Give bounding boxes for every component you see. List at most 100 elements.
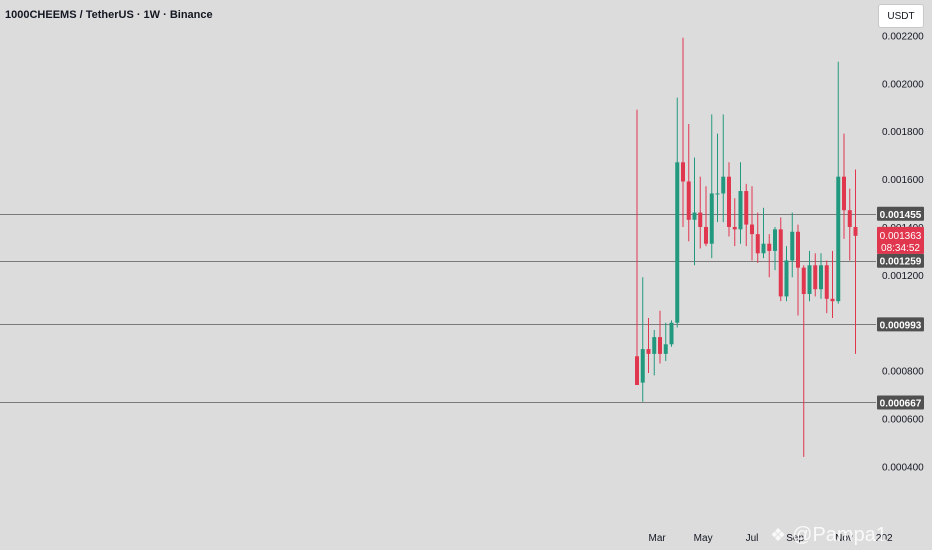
level-badge: 0.001455 bbox=[877, 206, 924, 221]
level-badge-bg bbox=[877, 317, 924, 332]
candle-body bbox=[796, 231, 800, 268]
candle-body bbox=[847, 210, 852, 227]
candle-body bbox=[681, 162, 685, 182]
y-tick-label: 0.002000 bbox=[882, 79, 924, 90]
candle-body bbox=[761, 243, 766, 254]
candle-body bbox=[709, 193, 714, 244]
candle-up bbox=[715, 133, 720, 223]
candle-down bbox=[732, 198, 737, 247]
candle-down bbox=[842, 133, 846, 239]
candle-body bbox=[686, 181, 691, 220]
candle-body bbox=[784, 260, 789, 297]
candle-body bbox=[744, 191, 749, 225]
candle-body bbox=[692, 212, 697, 220]
candle-up bbox=[836, 61, 841, 304]
candle-up bbox=[807, 250, 812, 302]
level-badge-label: 0.001455 bbox=[880, 210, 922, 221]
watermark-logo-icon: ❖ bbox=[770, 525, 787, 545]
candle-body bbox=[732, 226, 737, 230]
y-tick-label: 0.001600 bbox=[882, 175, 924, 186]
current-price-label: 0.001363 bbox=[880, 231, 922, 242]
y-tick-label: 0.000400 bbox=[882, 462, 924, 473]
candle-down bbox=[681, 37, 685, 227]
symbol-title[interactable]: 1000CHEEMS / TetherUS · 1W · Binance bbox=[5, 9, 213, 21]
candle-body bbox=[824, 265, 829, 299]
candle-body bbox=[853, 226, 858, 236]
candle-body bbox=[669, 322, 674, 345]
candle-up bbox=[819, 253, 823, 299]
candle-body bbox=[715, 193, 720, 195]
current-price-bg bbox=[877, 226, 924, 254]
candle-body bbox=[658, 337, 662, 354]
candle-down bbox=[744, 183, 749, 247]
y-tick-label: 0.000600 bbox=[882, 415, 924, 426]
candle-down bbox=[847, 188, 852, 261]
level-badge-bg bbox=[877, 253, 924, 268]
watermark-text: @Pampa1 bbox=[792, 524, 887, 546]
candle-down bbox=[801, 265, 806, 457]
level-badge: 0.000667 bbox=[877, 395, 924, 410]
candle-body bbox=[801, 267, 806, 295]
x-tick-label: Jul bbox=[746, 533, 759, 544]
level-badge-label: 0.000993 bbox=[880, 320, 922, 331]
candle-down bbox=[830, 250, 835, 318]
candle-body bbox=[698, 212, 703, 227]
candle-up bbox=[652, 329, 657, 376]
level-badge-label: 0.000667 bbox=[880, 398, 922, 409]
candle-body bbox=[755, 234, 760, 254]
candle-body bbox=[830, 298, 835, 302]
candle-body bbox=[813, 265, 818, 290]
candle-down bbox=[853, 169, 858, 354]
candle-body bbox=[836, 176, 841, 302]
candle-up bbox=[675, 97, 680, 328]
candle-body bbox=[767, 243, 772, 251]
author-watermark: ❖ @Pampa1 bbox=[770, 525, 887, 545]
candle-down bbox=[698, 176, 703, 249]
candle-body bbox=[727, 176, 731, 227]
candle-body bbox=[773, 229, 777, 251]
level-badge-bg bbox=[877, 395, 924, 410]
x-tick-label: Mar bbox=[649, 533, 667, 544]
y-tick-label: 0.000800 bbox=[882, 367, 924, 378]
x-tick-label: Sep bbox=[786, 533, 804, 544]
candle-up bbox=[790, 212, 795, 278]
y-tick-label: 0.001800 bbox=[882, 127, 924, 138]
candle-body bbox=[807, 265, 812, 295]
candle-body bbox=[778, 229, 783, 297]
level-badge: 0.000993 bbox=[877, 317, 924, 332]
candle-down bbox=[755, 212, 760, 263]
candle-down bbox=[704, 186, 708, 247]
candle-up bbox=[640, 277, 645, 402]
candle-up bbox=[663, 322, 668, 362]
candle-down bbox=[658, 310, 662, 364]
price-badges: 0.001455 0.001259 0.000993 0.000667 0.001363… bbox=[877, 206, 924, 410]
candle-down bbox=[686, 123, 691, 242]
candle-body bbox=[721, 176, 726, 194]
currency-button[interactable]: USDT bbox=[878, 4, 924, 28]
level-badge: 0.001259 bbox=[877, 253, 924, 268]
candle-down bbox=[824, 260, 829, 314]
time-axis[interactable]: Mar May Jul Sep Nov 202 bbox=[649, 533, 894, 544]
candle-down bbox=[813, 253, 818, 297]
candle-body bbox=[675, 162, 680, 323]
candle-up bbox=[773, 226, 777, 271]
candle-body bbox=[663, 344, 668, 354]
candle-body bbox=[635, 356, 639, 386]
candle-down bbox=[778, 217, 783, 302]
candle-down bbox=[635, 109, 639, 386]
countdown-label: 08:34:52 bbox=[881, 243, 920, 254]
candle-down bbox=[646, 317, 651, 374]
candle-up bbox=[784, 246, 789, 302]
candle-body bbox=[842, 176, 846, 211]
candle-up bbox=[709, 114, 714, 259]
candle-up bbox=[692, 157, 697, 266]
candle-body bbox=[704, 226, 708, 244]
candles bbox=[635, 37, 858, 457]
candle-body bbox=[738, 191, 743, 230]
candle-up bbox=[761, 207, 766, 259]
candle-up bbox=[669, 320, 674, 347]
x-tick-label: Nov bbox=[835, 533, 853, 544]
